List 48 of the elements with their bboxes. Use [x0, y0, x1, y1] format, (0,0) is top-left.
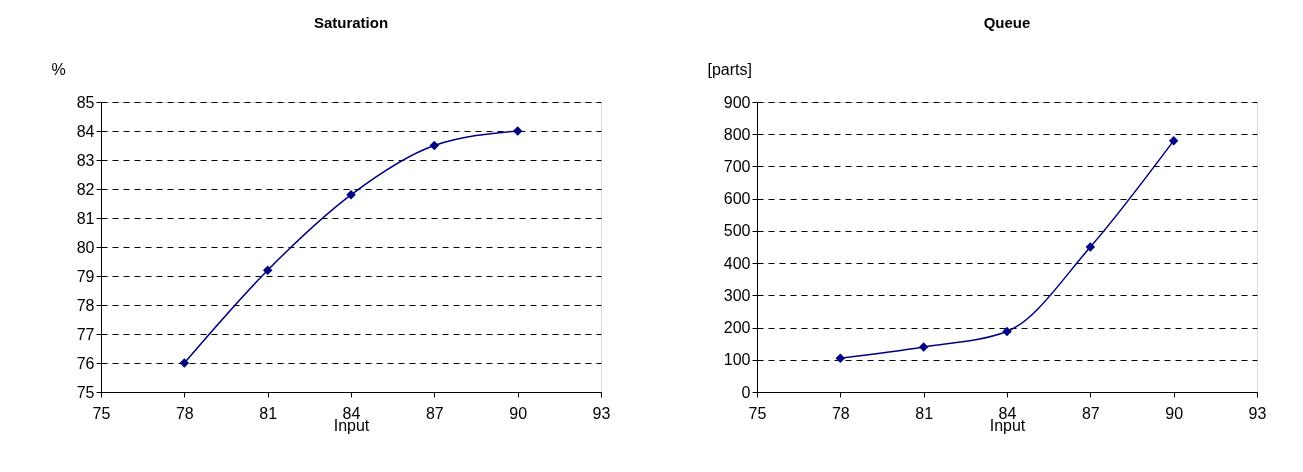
x-tick-label: 75 — [92, 404, 111, 422]
chart-title: Saturation — [313, 14, 389, 31]
x-tick-label: 87 — [425, 404, 444, 422]
x-tick-label: 90 — [1165, 404, 1184, 422]
y-tick-label: 900 — [723, 93, 751, 111]
x-tick-label: 78 — [831, 404, 850, 422]
y-tick-label: 81 — [76, 209, 95, 227]
y-tick-label: 75 — [76, 383, 95, 401]
y-tick-label: 500 — [723, 222, 751, 240]
y-tick-label: 400 — [723, 254, 751, 272]
y-tick-label: 84 — [76, 122, 95, 140]
y-axis-title: % — [51, 60, 66, 78]
x-tick-label: 78 — [175, 404, 194, 422]
y-tick-label: 82 — [76, 180, 95, 198]
x-tick-label: 90 — [509, 404, 528, 422]
point — [835, 353, 846, 363]
y-tick-label: 77 — [76, 325, 95, 343]
point — [429, 140, 440, 151]
y-tick-label: 80 — [76, 238, 95, 256]
x-tick-label: 81 — [259, 404, 278, 422]
x-tick-label: 75 — [748, 404, 767, 422]
y-tick-label: 600 — [723, 190, 751, 208]
chart-title: Queue — [983, 14, 1031, 31]
x-tick-label: 84 — [342, 404, 361, 422]
y-tick-label: 83 — [76, 151, 95, 169]
x-tick-label: 93 — [1248, 404, 1267, 422]
y-tick-label: 79 — [76, 267, 95, 285]
y-tick-label: 0 — [741, 383, 751, 401]
y-tick-label: 85 — [76, 93, 95, 111]
y-tick-label: 100 — [723, 351, 751, 369]
x-tick-label: 84 — [998, 404, 1017, 422]
point — [179, 358, 190, 368]
y-tick-label: 700 — [723, 157, 751, 175]
y-tick-label: 200 — [723, 319, 751, 337]
y-axis-title: [parts] — [707, 60, 752, 78]
point — [1002, 326, 1012, 337]
point — [918, 342, 929, 352]
y-tick-label: 300 — [723, 286, 751, 304]
x-tick-label: 87 — [1081, 404, 1100, 422]
x-tick-label: 81 — [915, 404, 934, 422]
point — [1085, 242, 1096, 252]
y-tick-label: 800 — [723, 125, 751, 143]
y-tick-label: 76 — [76, 354, 95, 372]
point — [262, 265, 273, 275]
y-tick-label: 78 — [76, 296, 95, 314]
x-tick-label: 93 — [592, 404, 611, 422]
point — [512, 126, 523, 136]
point — [1168, 135, 1179, 146]
